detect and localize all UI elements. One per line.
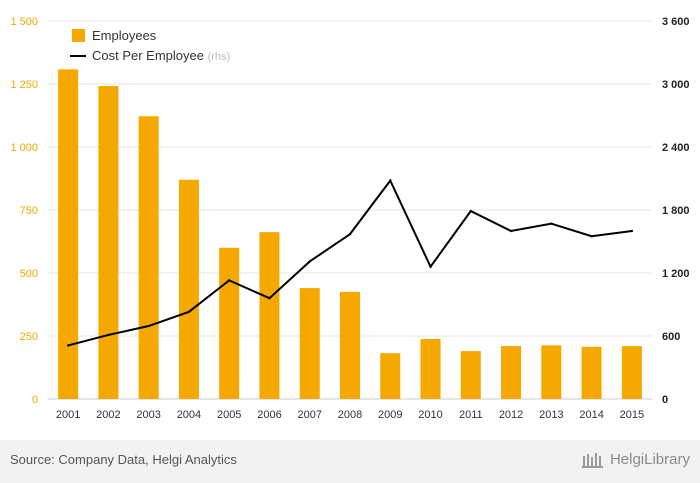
bar-2008 [340,291,360,399]
line-point-2012 [509,229,513,233]
source-note: Source: Company Data, Helgi Analytics [10,452,237,467]
bar-2005 [219,247,240,399]
line-point-2002 [107,333,110,337]
legend-label-employees: Employees [92,28,157,43]
y-left-tick-label: 1 250 [10,79,38,91]
bar-2012 [501,346,522,399]
bar-2003 [138,116,159,400]
x-tick-label: 2014 [579,409,603,421]
line-point-2011 [469,209,472,213]
bar-2015 [621,346,642,399]
y-right-tick-label: 3 600 [662,16,690,28]
y-right-tick-label: 2 400 [662,142,690,154]
bar-2001 [58,69,79,399]
bar-2006 [259,232,280,399]
x-tick-label: 2006 [257,409,281,421]
x-tick-label: 2009 [378,409,402,421]
bar-2014 [581,346,602,399]
x-tick-label: 2007 [297,409,321,421]
y-right-tick-label: 1 200 [662,268,690,280]
x-tick-label: 2015 [620,409,644,421]
library-logo-icon [581,453,603,468]
x-tick-label: 2013 [539,409,563,421]
x-tick-label: 2012 [499,409,523,421]
chart-area: 0 0 250 600 500 1 200 750 1 800 1 000 2 400 1 250 3… [10,16,690,421]
y-left-tick-label: 1 500 [10,16,38,28]
y-left-tick-label: 1 000 [10,142,38,154]
x-tick-label: 2002 [96,409,120,421]
x-tick-label: 2001 [56,409,80,421]
line-point-2015 [630,229,634,233]
y-right-tick-label: 1 800 [662,205,690,217]
y-left-tick-label: 250 [20,331,38,343]
x-tick-label: 2005 [217,409,241,421]
bar-2010 [420,339,441,399]
combo-chart: 0 0 250 600 500 1 200 750 1 800 1 000 2 400 1 250 3… [10,16,690,421]
line-point-2003 [147,324,150,328]
line-point-2005 [228,279,231,282]
bar-2004 [178,179,199,399]
y-right-tick-label: 0 [662,394,668,406]
line-point-2007 [308,260,311,263]
line-point-2001 [66,344,70,347]
x-tick-label: 2011 [459,409,483,421]
y-left-tick-label: 0 [32,394,38,406]
brand[interactable]: HelgiLibrary [581,450,690,468]
line-point-2004 [187,310,191,314]
line-point-2008 [348,232,352,236]
legend-swatch-employees [72,29,85,42]
brand-name: HelgiLibrary [609,450,690,468]
y-right-tick-label: 600 [662,331,680,343]
x-tick-label: 2003 [136,409,160,421]
x-tick-label: 2008 [338,409,362,421]
x-tick-label: 2004 [177,409,201,421]
bar-2013 [541,345,562,399]
bar-2002 [98,86,119,400]
legend-label-cost: Cost Per Employee (rhs) [92,48,230,63]
line-point-2009 [389,179,392,182]
footer: Source: Company Data, Helgi Analytics He… [0,440,700,483]
line-point-2013 [550,222,553,225]
x-tick-label: 2010 [418,409,442,421]
bar-2011 [460,351,481,399]
legend-rhs-suffix: (rhs) [208,51,231,63]
y-left-tick-label: 750 [20,205,38,217]
line-point-2006 [268,297,271,300]
y-left-tick-label: 500 [20,268,38,280]
y-right-tick-label: 3 000 [662,79,690,91]
line-point-2010 [429,265,432,268]
bar-2009 [380,353,401,399]
bar-2007 [299,288,320,399]
line-point-2014 [590,235,593,238]
